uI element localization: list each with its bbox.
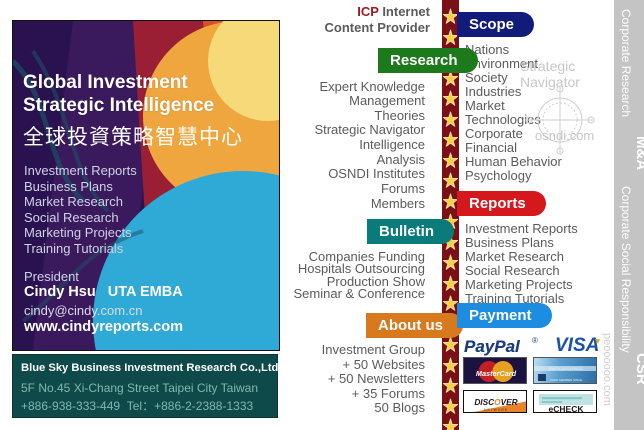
svg-text:eCHECK: eCHECK	[549, 404, 585, 413]
svg-text:®: ®	[532, 336, 538, 345]
svg-text:VISA: VISA	[555, 335, 599, 356]
svg-text:CARD MEMBER SINCE: CARD MEMBER SINCE	[550, 378, 583, 382]
svg-text:NETWORK: NETWORK	[484, 408, 508, 412]
svg-text:PayPal: PayPal	[464, 337, 521, 356]
svg-text:AMERICAN EXPRESS: AMERICAN EXPRESS	[549, 367, 584, 371]
svg-text:DISCOVER: DISCOVER	[474, 397, 517, 407]
svg-text:MasterCard: MasterCard	[476, 369, 517, 378]
